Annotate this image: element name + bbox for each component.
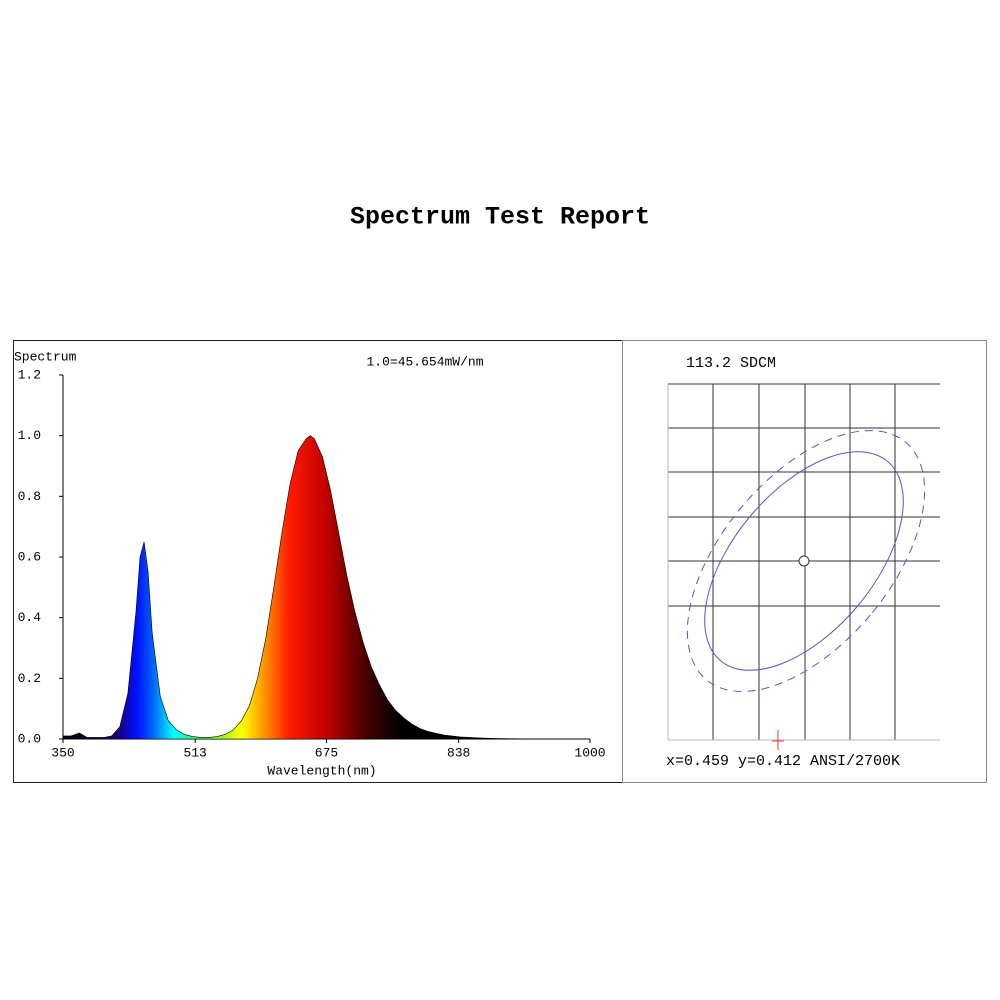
y-tick-label: 0.6 bbox=[18, 549, 41, 564]
sdcm-coordinates: x=0.459 y=0.412 ANSI/2700K bbox=[666, 753, 900, 770]
y-tick-label: 0.4 bbox=[18, 610, 42, 625]
x-tick-label: 675 bbox=[315, 745, 338, 760]
y-tick-label: 0.2 bbox=[18, 671, 41, 686]
x-tick-label: 838 bbox=[447, 745, 470, 760]
annotation: 1.0=45.654mW/nm bbox=[366, 354, 483, 369]
x-tick-label: 1000 bbox=[574, 745, 605, 760]
y-tick-label: 1.0 bbox=[18, 428, 41, 443]
y-axis-label: Spectrum bbox=[14, 349, 77, 364]
x-tick-label: 350 bbox=[51, 745, 74, 760]
y-tick-label: 1.2 bbox=[18, 367, 41, 382]
page-title: Spectrum Test Report bbox=[350, 203, 650, 232]
sdcm-diagram: 113.2 SDCM x=0.459 y=0.412 ANSI/2700K bbox=[666, 355, 940, 770]
x-tick-label: 513 bbox=[183, 745, 206, 760]
y-tick-label: 0.0 bbox=[18, 731, 41, 746]
x-axis-label: Wavelength(nm) bbox=[267, 763, 376, 778]
y-tick-label: 0.8 bbox=[18, 489, 41, 504]
sdcm-panel bbox=[622, 340, 987, 783]
sdcm-label: 113.2 SDCM bbox=[686, 355, 776, 372]
spectrum-area bbox=[62, 435, 590, 740]
